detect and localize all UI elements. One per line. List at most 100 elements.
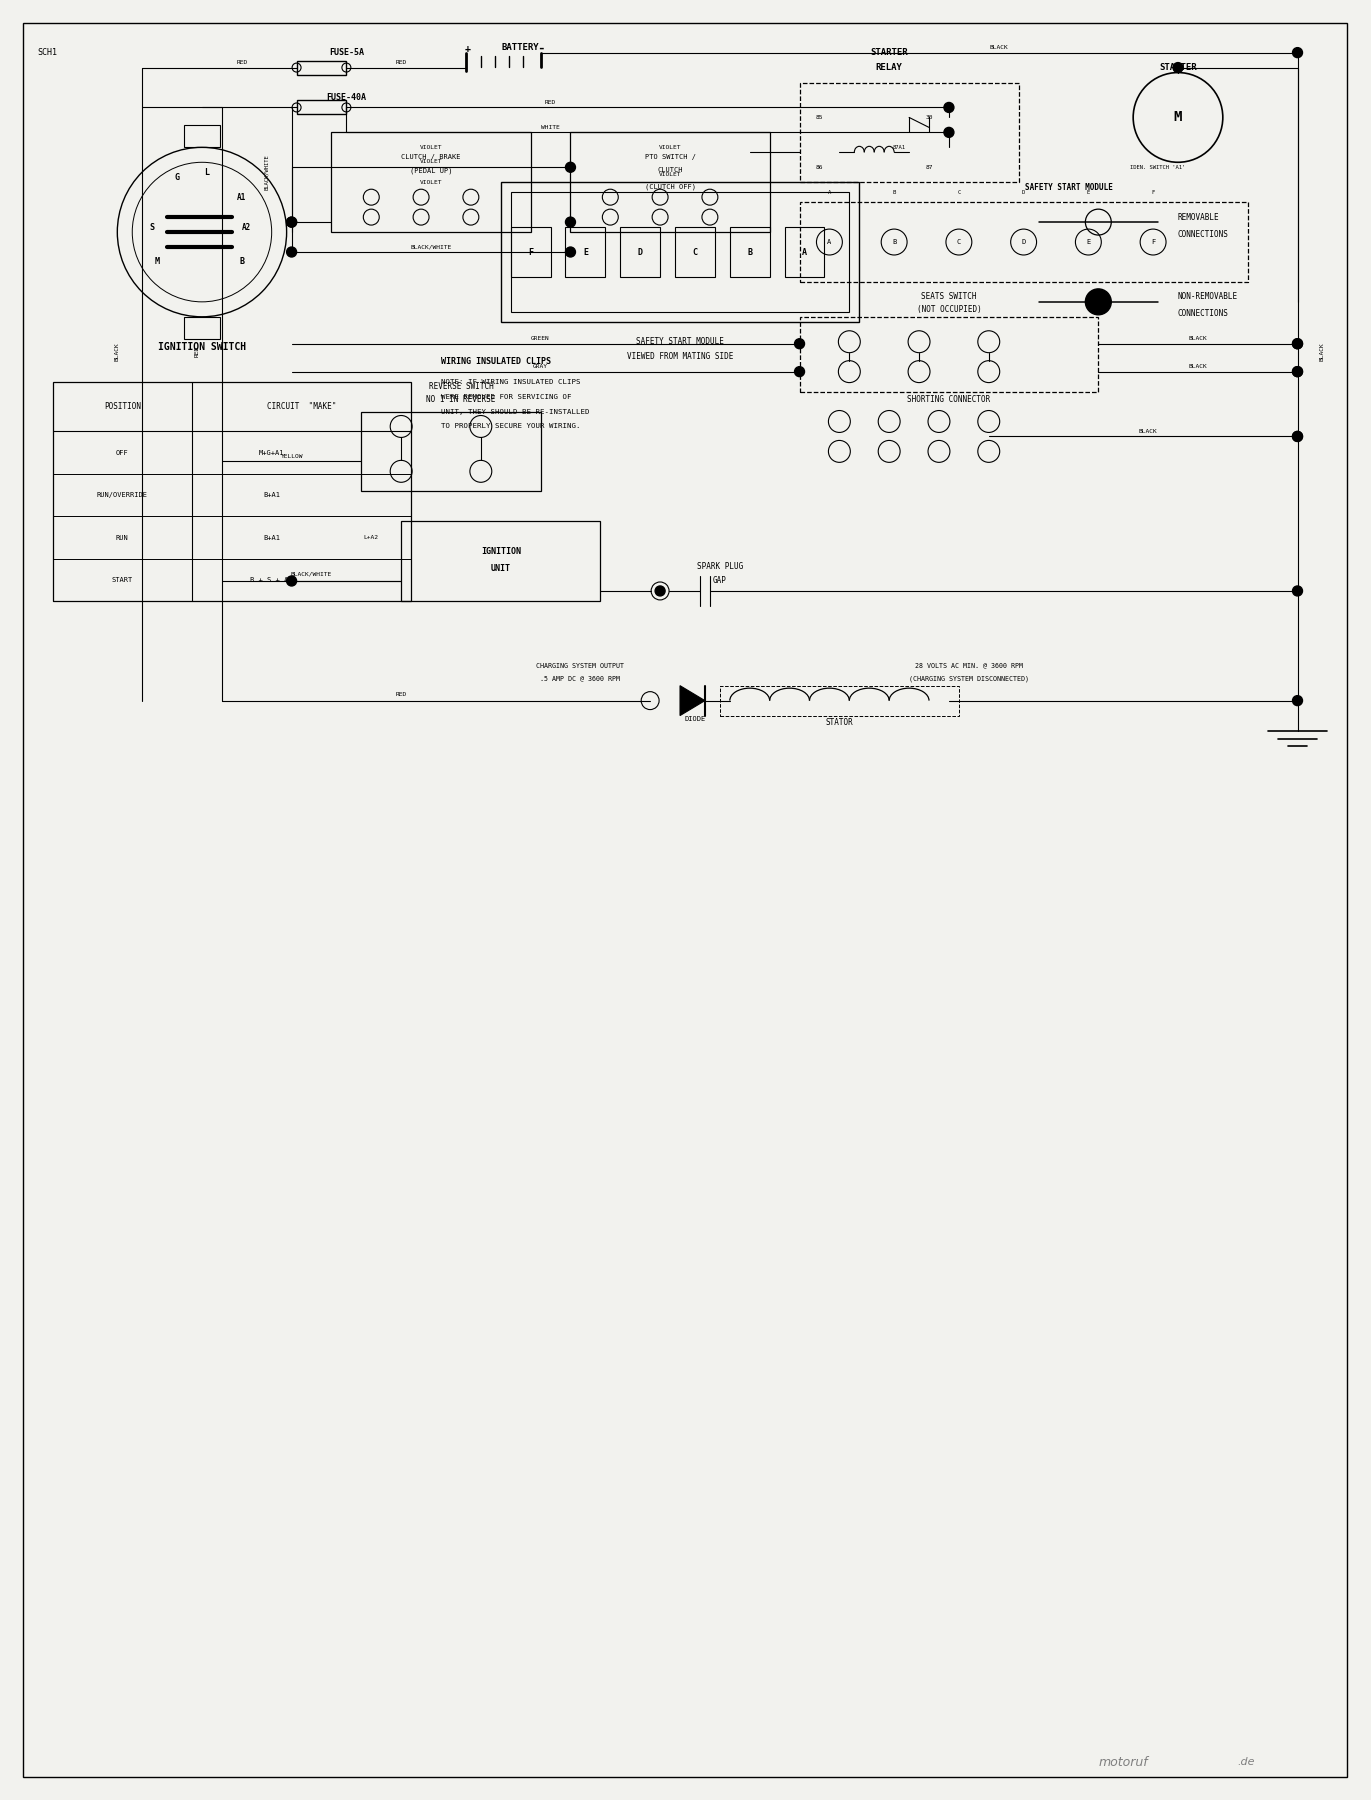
Text: GRAY: GRAY bbox=[533, 364, 548, 369]
Text: VIOLET: VIOLET bbox=[420, 180, 443, 185]
Text: L: L bbox=[204, 167, 210, 176]
Text: FUSE-5A: FUSE-5A bbox=[329, 49, 363, 58]
Text: BLACK: BLACK bbox=[115, 342, 119, 362]
Text: F: F bbox=[528, 248, 533, 257]
Text: (CHARGING SYSTEM DISCONNECTED): (CHARGING SYSTEM DISCONNECTED) bbox=[909, 675, 1028, 682]
Text: POSITION: POSITION bbox=[104, 401, 141, 410]
Text: BLACK/WHITE: BLACK/WHITE bbox=[265, 155, 269, 191]
Text: G: G bbox=[174, 173, 180, 182]
Text: VIOLET: VIOLET bbox=[659, 144, 681, 149]
Bar bbox=[184, 126, 219, 148]
Text: B+A1: B+A1 bbox=[263, 535, 280, 540]
Text: NOTE: IF WIRING INSULATED CLIPS: NOTE: IF WIRING INSULATED CLIPS bbox=[441, 378, 580, 385]
Circle shape bbox=[1293, 367, 1302, 376]
Text: BLACK: BLACK bbox=[1320, 342, 1324, 362]
Circle shape bbox=[1293, 47, 1302, 58]
Text: (PEDAL UP): (PEDAL UP) bbox=[410, 167, 452, 173]
Text: BLACK: BLACK bbox=[1189, 364, 1208, 369]
Text: CIRCUIT  "MAKE": CIRCUIT "MAKE" bbox=[267, 401, 336, 410]
Bar bbox=[52, 382, 411, 601]
Text: STARTER: STARTER bbox=[871, 49, 908, 58]
Bar bbox=[570, 133, 769, 232]
Text: VIOLET: VIOLET bbox=[420, 158, 443, 164]
Text: OFF: OFF bbox=[117, 450, 129, 455]
Bar bbox=[799, 83, 1019, 182]
Text: (NOT OCCUPIED): (NOT OCCUPIED) bbox=[917, 306, 982, 315]
Circle shape bbox=[1293, 587, 1302, 596]
Text: 86: 86 bbox=[816, 166, 823, 169]
Text: IGNITION SWITCH: IGNITION SWITCH bbox=[158, 342, 245, 351]
Circle shape bbox=[287, 218, 296, 227]
Text: SCH1: SCH1 bbox=[37, 49, 58, 58]
Bar bbox=[799, 202, 1248, 283]
Text: SEATS SWITCH: SEATS SWITCH bbox=[921, 292, 976, 301]
Polygon shape bbox=[680, 686, 705, 716]
Text: REMOVABLE: REMOVABLE bbox=[1178, 212, 1220, 221]
Text: B: B bbox=[893, 239, 897, 245]
Text: FUSE-40A: FUSE-40A bbox=[326, 94, 366, 103]
Bar bbox=[511, 193, 849, 311]
Text: M: M bbox=[1174, 110, 1182, 124]
Bar bbox=[729, 227, 769, 277]
Text: M+G+A1: M+G+A1 bbox=[259, 450, 284, 455]
Text: 28 VOLTS AC MIN. @ 3600 RPM: 28 VOLTS AC MIN. @ 3600 RPM bbox=[914, 662, 1023, 670]
Text: C: C bbox=[957, 189, 961, 194]
Text: UNIT: UNIT bbox=[491, 563, 511, 572]
Text: CONNECTIONS: CONNECTIONS bbox=[1178, 310, 1228, 319]
Circle shape bbox=[795, 367, 805, 376]
Text: 87A1: 87A1 bbox=[893, 144, 906, 149]
Bar bbox=[784, 227, 824, 277]
Text: SAFETY START MODULE: SAFETY START MODULE bbox=[1024, 184, 1112, 193]
Text: B: B bbox=[747, 248, 753, 257]
Text: DIODE: DIODE bbox=[684, 716, 706, 722]
Text: BATTERY: BATTERY bbox=[502, 43, 539, 52]
Text: M: M bbox=[155, 257, 159, 266]
Circle shape bbox=[287, 576, 296, 587]
Text: B+A1: B+A1 bbox=[263, 491, 280, 499]
Text: C: C bbox=[692, 248, 698, 257]
Text: WIRING INSULATED CLIPS: WIRING INSULATED CLIPS bbox=[441, 356, 551, 365]
Text: F: F bbox=[1152, 239, 1156, 245]
Text: +: + bbox=[465, 43, 470, 54]
Circle shape bbox=[1293, 338, 1302, 349]
Text: UNIT, THEY SHOULD BE RE-INSTALLED: UNIT, THEY SHOULD BE RE-INSTALLED bbox=[441, 409, 590, 414]
Text: CHARGING SYSTEM OUTPUT: CHARGING SYSTEM OUTPUT bbox=[536, 662, 624, 670]
Text: .de: .de bbox=[1238, 1757, 1256, 1768]
Text: D: D bbox=[638, 248, 643, 257]
Circle shape bbox=[655, 587, 665, 596]
Text: STATOR: STATOR bbox=[825, 718, 853, 727]
Text: 87: 87 bbox=[925, 166, 932, 169]
Circle shape bbox=[1293, 432, 1302, 441]
Text: IGNITION: IGNITION bbox=[481, 547, 521, 556]
Text: RUN: RUN bbox=[117, 535, 129, 540]
Text: D: D bbox=[1021, 189, 1026, 194]
Text: RELAY: RELAY bbox=[876, 63, 902, 72]
Text: YELLOW: YELLOW bbox=[280, 454, 303, 459]
Text: VIOLET: VIOLET bbox=[420, 144, 443, 149]
Circle shape bbox=[565, 218, 576, 227]
Text: BLACK/WHITE: BLACK/WHITE bbox=[291, 572, 332, 576]
Circle shape bbox=[1293, 432, 1302, 441]
Circle shape bbox=[795, 338, 805, 349]
Text: D: D bbox=[1021, 239, 1026, 245]
Circle shape bbox=[565, 162, 576, 173]
Text: IDEN. SWITCH 'A1': IDEN. SWITCH 'A1' bbox=[1131, 166, 1186, 169]
Bar bbox=[720, 686, 958, 716]
Text: CLUTCH / BRAKE: CLUTCH / BRAKE bbox=[402, 155, 461, 160]
Text: A2: A2 bbox=[243, 223, 251, 232]
Bar bbox=[675, 227, 714, 277]
Text: S: S bbox=[149, 223, 155, 232]
Circle shape bbox=[287, 218, 296, 227]
Text: A: A bbox=[827, 239, 832, 245]
Text: RUN/OVERRIDE: RUN/OVERRIDE bbox=[97, 491, 148, 499]
Text: F: F bbox=[1152, 189, 1154, 194]
Text: TO PROPERLY SECURE YOUR WIRING.: TO PROPERLY SECURE YOUR WIRING. bbox=[441, 423, 580, 430]
Text: START: START bbox=[111, 578, 133, 583]
Text: VIOLET: VIOLET bbox=[659, 171, 681, 176]
Text: C: C bbox=[957, 239, 961, 245]
Circle shape bbox=[1086, 288, 1112, 315]
Text: CLUTCH: CLUTCH bbox=[657, 167, 683, 173]
Text: STARTER: STARTER bbox=[1160, 63, 1197, 72]
Text: (CLUTCH OFF): (CLUTCH OFF) bbox=[644, 184, 695, 191]
Bar bbox=[620, 227, 659, 277]
